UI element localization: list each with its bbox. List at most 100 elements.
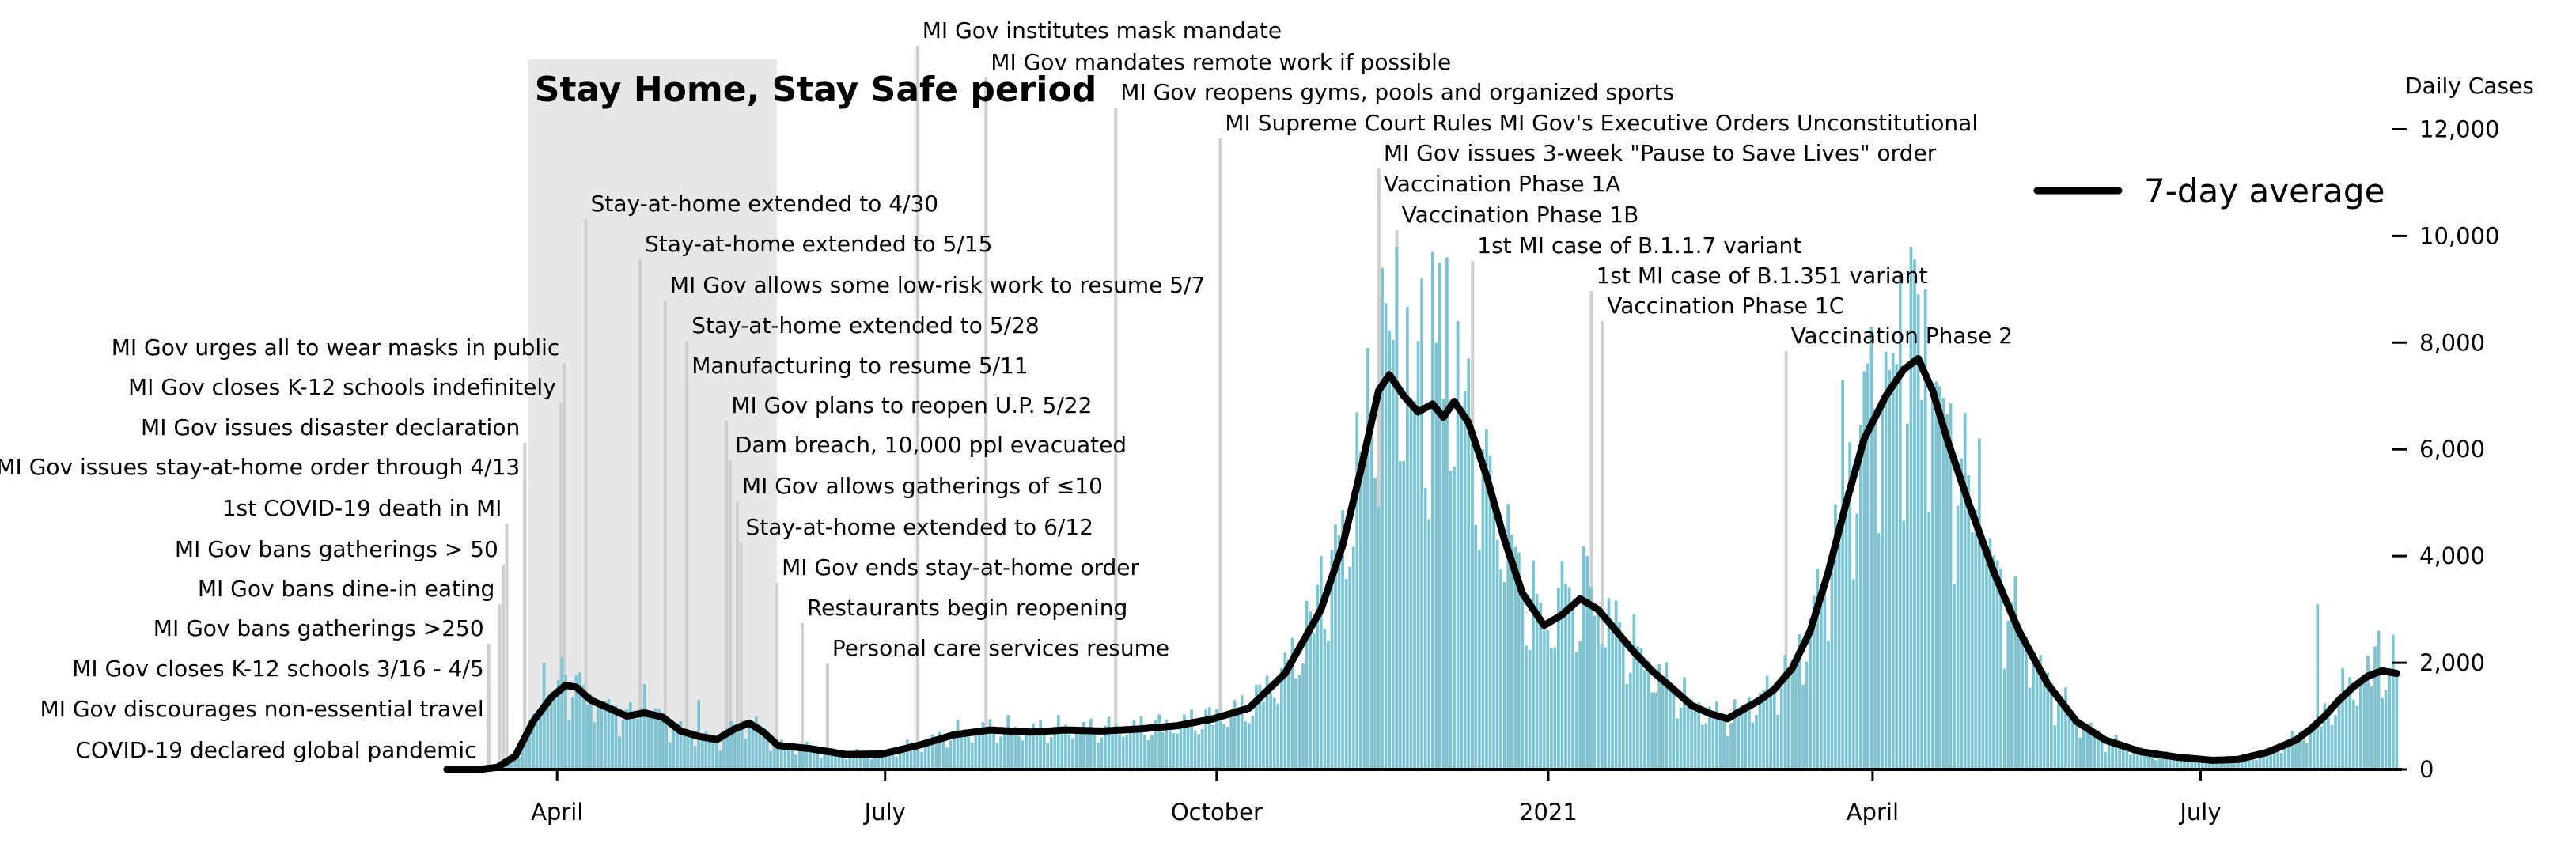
event-label: MI Gov institutes mask mandate bbox=[922, 17, 1282, 43]
daily-case-bar bbox=[2344, 694, 2348, 769]
daily-case-bar bbox=[1823, 581, 1827, 769]
daily-case-bar bbox=[2060, 697, 2064, 769]
daily-case-bar bbox=[1294, 678, 1297, 769]
daily-case-bar bbox=[1211, 724, 1215, 769]
daily-case-bar bbox=[923, 743, 927, 769]
event-label: MI Supreme Court Rules MI Gov's Executiv… bbox=[1225, 110, 1978, 136]
daily-case-bar bbox=[1881, 408, 1884, 769]
daily-case-bar bbox=[2323, 703, 2327, 769]
daily-case-bar bbox=[1794, 663, 1798, 769]
daily-case-bar bbox=[683, 731, 686, 769]
daily-case-bar bbox=[1467, 358, 1471, 770]
daily-case-bar bbox=[1309, 611, 1312, 769]
daily-case-bar bbox=[521, 747, 525, 769]
daily-case-bar bbox=[1334, 524, 1337, 769]
daily-case-bar bbox=[1625, 683, 1629, 769]
daily-case-bar bbox=[1121, 736, 1125, 769]
daily-case-bar bbox=[1683, 677, 1686, 769]
daily-case-bar bbox=[1916, 294, 1920, 769]
daily-case-bar bbox=[1316, 584, 1320, 769]
daily-case-bar bbox=[844, 759, 848, 769]
daily-case-bar bbox=[1233, 700, 1237, 769]
daily-case-bar bbox=[1755, 714, 1758, 769]
x-tick-label: April bbox=[531, 799, 583, 826]
daily-case-bar bbox=[2053, 725, 2057, 769]
daily-case-bar bbox=[604, 701, 607, 769]
event-label: MI Gov bans gatherings > 50 bbox=[175, 536, 498, 562]
daily-case-bar bbox=[564, 675, 567, 769]
daily-case-bar bbox=[2010, 601, 2013, 769]
event-label: Vaccination Phase 1C bbox=[1607, 293, 1844, 319]
daily-case-bar bbox=[1564, 583, 1567, 769]
event-label: Stay-at-home extended to 6/12 bbox=[746, 514, 1093, 540]
daily-case-bar bbox=[909, 747, 913, 769]
daily-case-bar bbox=[1762, 690, 1765, 769]
daily-case-bar bbox=[1165, 720, 1169, 769]
daily-case-bar bbox=[2388, 667, 2392, 769]
daily-case-bar bbox=[1373, 478, 1377, 769]
daily-case-bar bbox=[1258, 684, 1262, 769]
daily-case-bar bbox=[1650, 692, 1654, 769]
daily-case-bar bbox=[1513, 546, 1517, 769]
daily-case-bar bbox=[1150, 735, 1154, 769]
event-label: Manufacturing to resume 5/11 bbox=[691, 353, 1028, 379]
daily-case-bar bbox=[661, 713, 665, 769]
daily-case-bar bbox=[1779, 687, 1783, 769]
daily-case-bar bbox=[1074, 733, 1078, 769]
daily-case-bar bbox=[1787, 668, 1790, 769]
daily-case-bar bbox=[733, 730, 737, 769]
daily-case-bar bbox=[1402, 460, 1406, 769]
daily-case-bar bbox=[1218, 720, 1222, 769]
daily-case-bar bbox=[1557, 588, 1560, 769]
daily-case-bar bbox=[632, 711, 636, 769]
daily-case-bar bbox=[1858, 425, 1862, 769]
daily-case-bar bbox=[1215, 708, 1218, 769]
daily-case-bar bbox=[560, 657, 564, 769]
daily-case-bar bbox=[1060, 734, 1064, 769]
daily-case-bar bbox=[1532, 560, 1535, 769]
daily-case-bar bbox=[1485, 429, 1488, 769]
daily-case-bar bbox=[2348, 677, 2352, 769]
daily-case-bar bbox=[2128, 754, 2132, 769]
daily-case-bar bbox=[1384, 303, 1388, 770]
daily-case-bar bbox=[1866, 363, 1869, 769]
daily-case-bar bbox=[1963, 413, 1967, 769]
daily-case-bar bbox=[618, 736, 621, 769]
daily-case-bar bbox=[1611, 629, 1614, 769]
daily-case-bar bbox=[1525, 645, 1528, 769]
daily-case-bar bbox=[858, 753, 862, 769]
daily-case-bar bbox=[718, 750, 722, 769]
daily-case-bar bbox=[2244, 757, 2248, 769]
daily-case-bar bbox=[1006, 715, 1010, 769]
daily-case-bar bbox=[1078, 731, 1082, 769]
daily-case-bar bbox=[1305, 600, 1309, 769]
daily-case-bar bbox=[1582, 546, 1585, 769]
daily-case-bar bbox=[2233, 760, 2237, 769]
daily-case-bar bbox=[1676, 718, 1679, 769]
daily-case-bar bbox=[1726, 736, 1729, 769]
daily-case-bar bbox=[1423, 488, 1427, 769]
daily-case-bar bbox=[1855, 513, 1859, 769]
daily-case-bar bbox=[1704, 723, 1708, 769]
daily-case-bar bbox=[953, 735, 956, 769]
daily-case-bar bbox=[1146, 739, 1150, 769]
daily-case-bar bbox=[834, 754, 837, 769]
daily-case-bar bbox=[1844, 501, 1848, 769]
daily-case-bar bbox=[1686, 697, 1690, 769]
daily-case-bar bbox=[1722, 718, 1726, 769]
daily-case-bar bbox=[1398, 461, 1402, 769]
daily-case-bar bbox=[956, 720, 960, 769]
daily-case-bar bbox=[1434, 342, 1438, 769]
daily-case-bar bbox=[1834, 504, 1837, 769]
x-tick-label: July bbox=[863, 799, 906, 826]
daily-case-bar bbox=[1585, 556, 1589, 769]
event-label: MI Gov issues 3-week "Pause to Save Live… bbox=[1384, 140, 1937, 166]
daily-case-bar bbox=[1502, 581, 1506, 769]
daily-case-bar bbox=[2327, 712, 2330, 769]
daily-case-bar bbox=[2064, 687, 2067, 769]
daily-case-bar bbox=[1244, 721, 1248, 769]
daily-case-bar bbox=[755, 716, 758, 769]
daily-case-bar bbox=[1046, 743, 1050, 769]
daily-case-bar bbox=[783, 747, 787, 769]
